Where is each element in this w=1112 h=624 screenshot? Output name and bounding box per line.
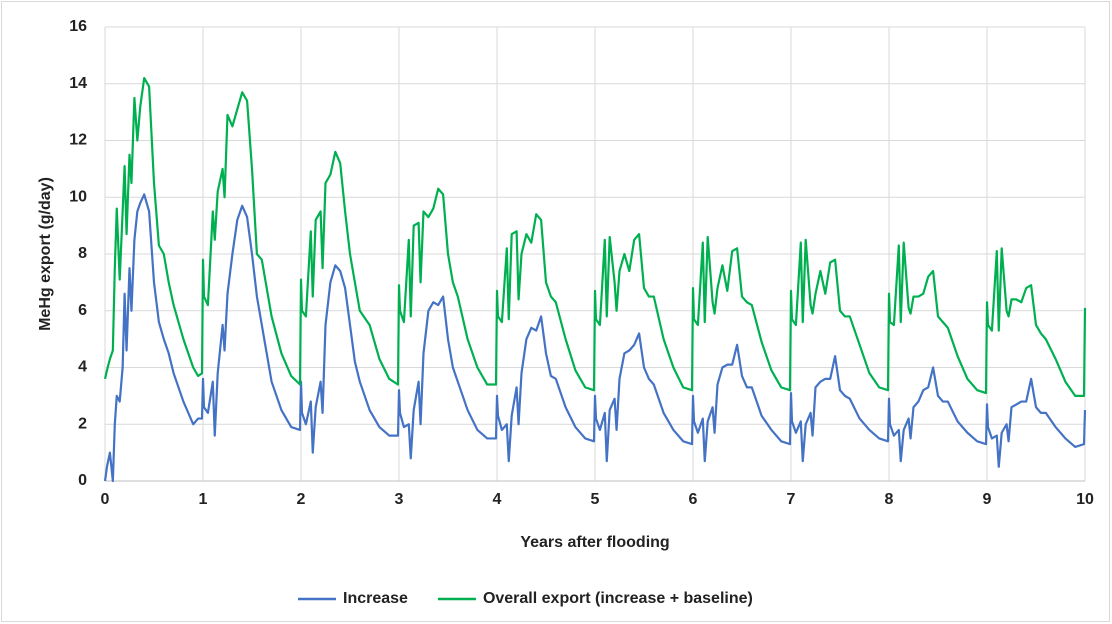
y-tick-label: 6	[78, 302, 87, 319]
y-tick-label: 2	[78, 415, 87, 432]
x-tick-label: 1	[199, 491, 208, 508]
x-tick-label: 9	[983, 491, 992, 508]
series-line	[103, 193, 1087, 483]
x-tick-label: 2	[297, 491, 306, 508]
x-tick-label: 6	[689, 491, 698, 508]
x-tick-label: 8	[885, 491, 894, 508]
y-tick-label: 4	[78, 359, 87, 376]
y-tick-label: 0	[78, 472, 87, 489]
x-tick-label: 10	[1076, 491, 1094, 508]
x-tick-label: 3	[395, 491, 404, 508]
y-tick-label: 16	[69, 18, 87, 35]
y-tick-label: 8	[78, 245, 87, 262]
legend-label: Increase	[343, 590, 408, 607]
x-tick-label: 7	[787, 491, 796, 508]
x-tick-label: 5	[591, 491, 600, 508]
y-tick-label: 14	[69, 75, 87, 92]
legend-label: Overall export (increase + baseline)	[483, 590, 753, 607]
series-line	[103, 76, 1087, 397]
x-tick-label: 4	[493, 491, 502, 508]
y-tick-label: 10	[69, 188, 87, 205]
y-tick-label: 12	[69, 132, 87, 149]
x-tick-label: 0	[101, 491, 110, 508]
y-axis-label: MeHg export (g/day)	[37, 177, 54, 331]
x-axis-label: Years after flooding	[520, 534, 669, 551]
